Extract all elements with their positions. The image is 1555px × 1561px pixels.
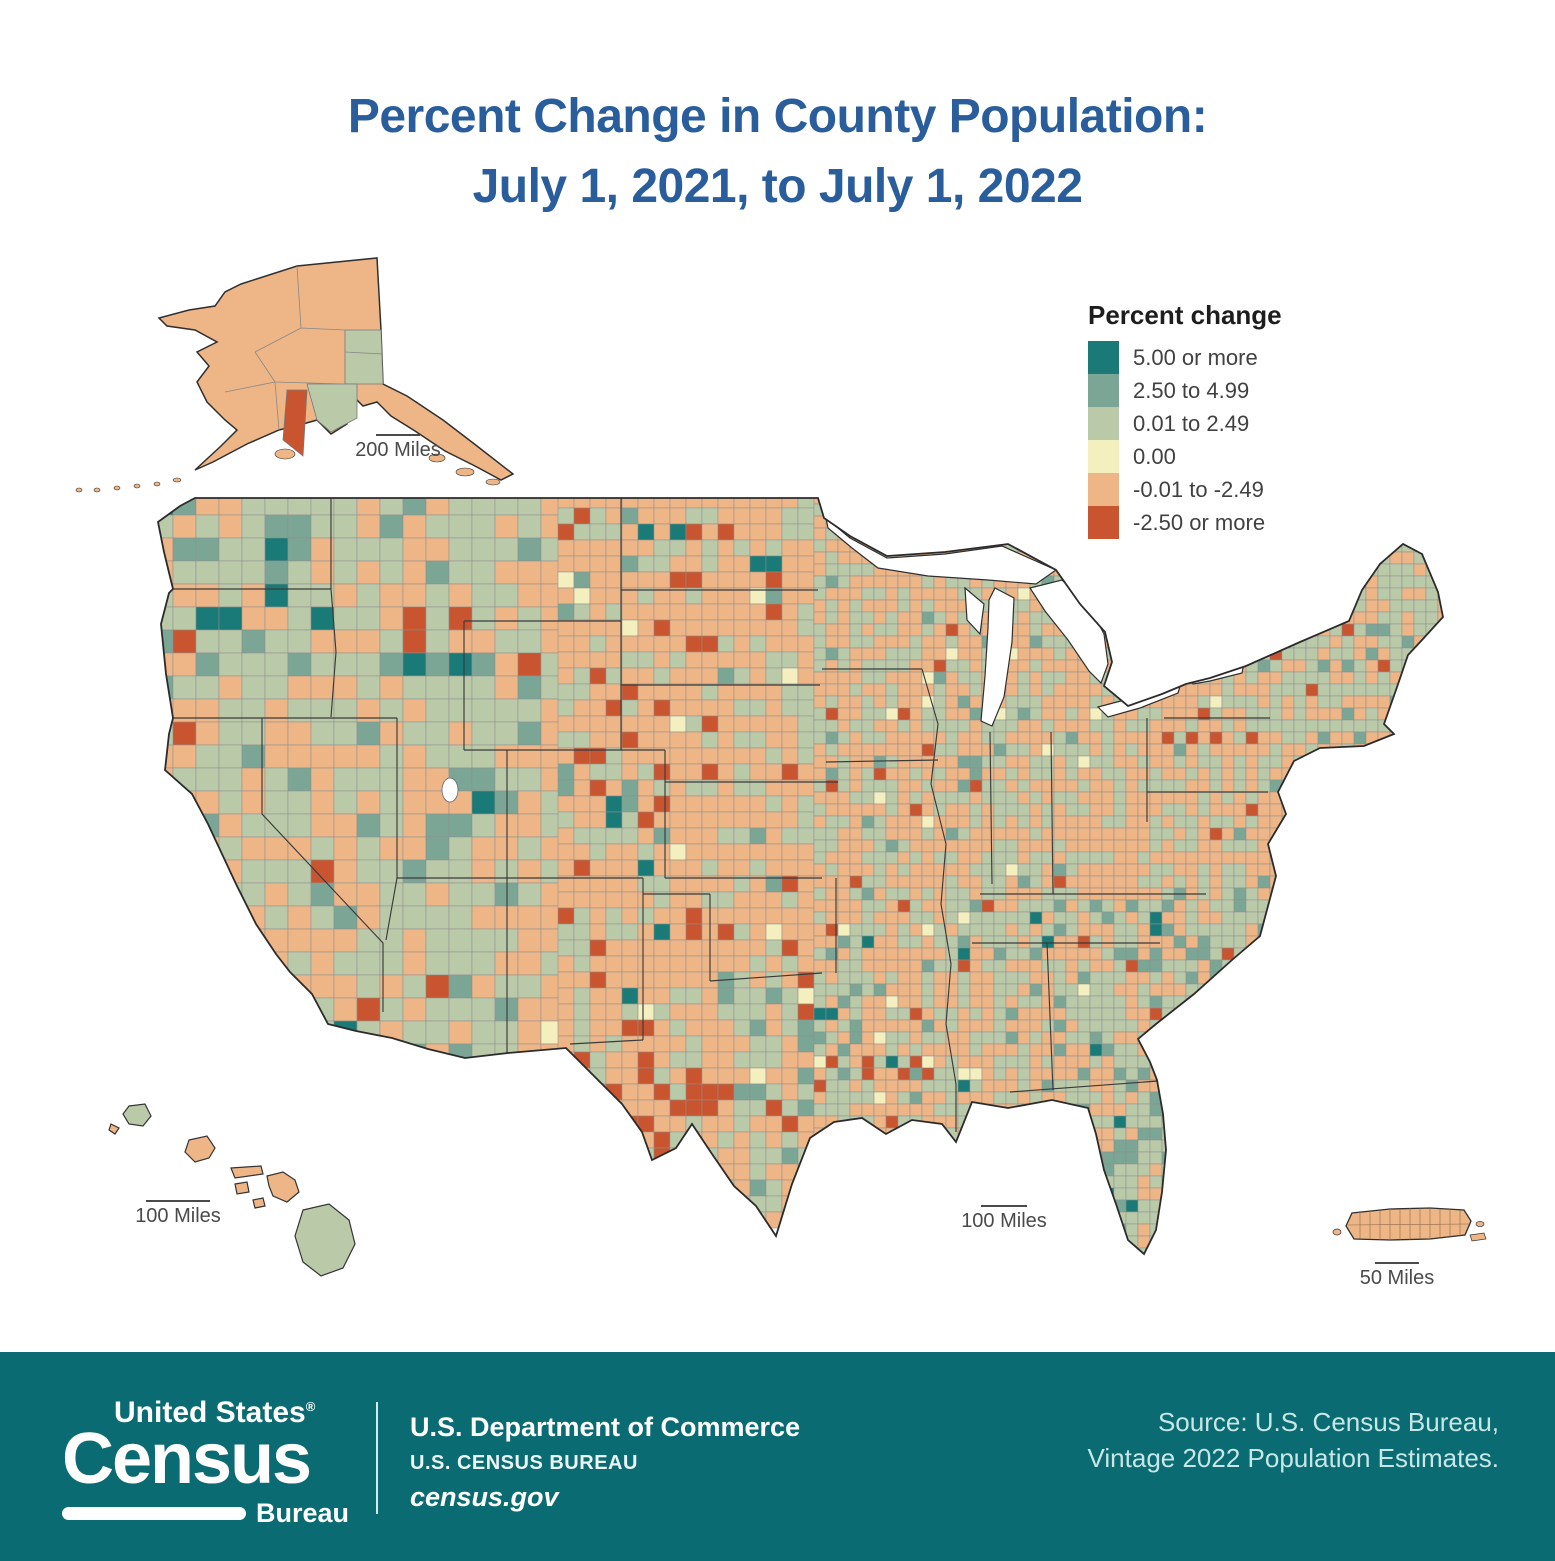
great-salt-lake <box>441 777 459 803</box>
legend-swatch-neg2.50-or-more <box>1088 506 1119 539</box>
legend-swatch-0.00 <box>1088 440 1119 473</box>
source-citation: Source: U.S. Census Bureau, Vintage 2022… <box>1088 1404 1499 1477</box>
footer-band: United States® Census Bureau U.S. Depart… <box>0 1352 1555 1561</box>
agency-block: U.S. Department of Commerce U.S. CENSUS … <box>410 1412 800 1513</box>
logo-united-states: United States® <box>114 1396 316 1429</box>
county-mosaic <box>158 498 1443 1254</box>
logo-underline-bar <box>62 1507 246 1521</box>
legend-swatch-2.50-4.99 <box>1088 374 1119 407</box>
aleutian-islands <box>75 448 501 493</box>
legend-swatch-neg0.01-neg2.49 <box>1088 473 1119 506</box>
alaska-borough-positive-2 <box>306 383 358 433</box>
page-title: Percent Change in County Population: July… <box>0 82 1555 221</box>
hawaii-scale-bar: 100 Miles <box>130 1200 226 1227</box>
legend-row: 0.00 <box>1088 440 1282 473</box>
logo-census: Census <box>62 1419 312 1499</box>
puerto-rico-inset-map <box>1332 1207 1487 1242</box>
census-bureau-text: U.S. CENSUS BUREAU <box>410 1452 638 1474</box>
page-title-line1: Percent Change in County Population: <box>347 90 1208 144</box>
lanai-island <box>234 1181 250 1195</box>
scale-label: 100 Miles <box>961 1210 1047 1232</box>
legend-row: 0.01 to 2.49 <box>1088 407 1282 440</box>
scale-label: 50 Miles <box>1359 1267 1435 1289</box>
source-line1: Source: U.S. Census Bureau, <box>1157 1407 1499 1437</box>
scale-line <box>981 1205 1027 1207</box>
legend-title: Percent change <box>1088 300 1282 330</box>
footer-divider <box>376 1402 378 1514</box>
state-borders <box>168 498 1270 1132</box>
molokai-island <box>230 1165 264 1179</box>
hawaii-inset-map <box>108 1103 356 1277</box>
scale-label: 200 Miles <box>355 439 441 461</box>
main-map-scale-bar: 100 Miles <box>958 1205 1050 1232</box>
puerto-rico-municipio-borders <box>1347 1208 1470 1240</box>
kauai-island <box>122 1103 152 1127</box>
puerto-rico-scale-bar: 50 Miles <box>1352 1262 1442 1289</box>
maui-island <box>266 1171 300 1203</box>
alaska-borough-negative <box>282 389 308 457</box>
niihau-island <box>108 1123 120 1135</box>
source-line2: Vintage 2022 Population Estimates. <box>1087 1443 1499 1474</box>
map-legend: Percent change 5.00 or more 2.50 to 4.99… <box>1088 300 1282 539</box>
legend-row: -2.50 or more <box>1088 506 1282 539</box>
scale-line <box>146 1200 210 1202</box>
scale-line <box>376 434 420 436</box>
oahu-island <box>184 1135 216 1163</box>
legend-swatch-0.01-2.49 <box>1088 407 1119 440</box>
alaska-inset-map <box>75 257 515 493</box>
census-gov-link[interactable]: census.gov <box>410 1482 559 1512</box>
legend-row: 5.00 or more <box>1088 341 1282 374</box>
registered-trademark-icon: ® <box>305 1399 316 1414</box>
alaska-borough-borders <box>224 265 384 431</box>
census-bureau-logo: United States® Census Bureau <box>62 1396 349 1529</box>
scale-label: 100 Miles <box>135 1205 221 1227</box>
legend-swatch-5-or-more <box>1088 341 1119 374</box>
hawaii-big-island <box>294 1203 356 1277</box>
legend-row: 2.50 to 4.99 <box>1088 374 1282 407</box>
puerto-rico-minor-islands <box>1332 1221 1487 1242</box>
alaska-landmass <box>157 257 515 481</box>
logo-bureau: Bureau <box>256 1498 350 1529</box>
scale-line <box>1375 1262 1419 1264</box>
legend-row: -0.01 to -2.49 <box>1088 473 1282 506</box>
alaska-borough-positive-1 <box>344 329 384 385</box>
us-county-choropleth-map <box>157 497 1444 1256</box>
alaska-scale-bar: 200 Miles <box>353 434 443 461</box>
department-of-commerce-text: U.S. Department of Commerce <box>410 1412 801 1442</box>
kahoolawe-island <box>252 1197 266 1209</box>
page-title-line2: July 1, 2021, to July 1, 2022 <box>472 159 1083 213</box>
us-outline <box>157 497 1444 1256</box>
